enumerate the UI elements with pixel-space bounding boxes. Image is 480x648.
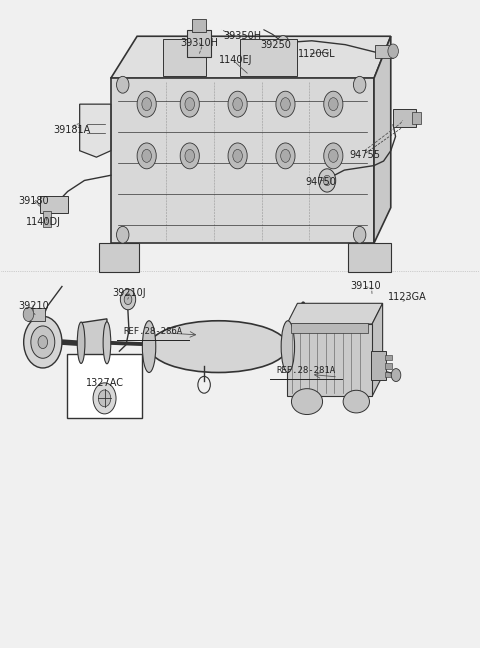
Circle shape bbox=[233, 98, 242, 111]
Text: REF.28-281A: REF.28-281A bbox=[276, 366, 336, 375]
Circle shape bbox=[98, 390, 111, 407]
Text: 94750: 94750 bbox=[305, 177, 336, 187]
Circle shape bbox=[23, 307, 34, 321]
Text: 39180: 39180 bbox=[18, 196, 48, 206]
Circle shape bbox=[328, 150, 338, 163]
Text: 39310H: 39310H bbox=[180, 38, 218, 48]
Text: 39181A: 39181A bbox=[53, 125, 90, 135]
Text: 1140DJ: 1140DJ bbox=[26, 217, 61, 227]
Bar bbox=[43, 211, 51, 227]
Polygon shape bbox=[372, 303, 383, 397]
Circle shape bbox=[388, 44, 398, 58]
Circle shape bbox=[281, 150, 290, 163]
Polygon shape bbox=[80, 104, 111, 157]
Bar bbox=[240, 39, 298, 76]
Bar bbox=[371, 351, 386, 380]
Polygon shape bbox=[111, 78, 374, 243]
Circle shape bbox=[31, 326, 55, 358]
Polygon shape bbox=[374, 36, 391, 243]
Circle shape bbox=[276, 143, 295, 169]
Circle shape bbox=[180, 143, 199, 169]
Circle shape bbox=[120, 289, 136, 310]
Polygon shape bbox=[111, 36, 391, 78]
Circle shape bbox=[281, 98, 290, 111]
Circle shape bbox=[328, 98, 338, 111]
Text: 1140EJ: 1140EJ bbox=[218, 55, 252, 65]
Circle shape bbox=[137, 91, 156, 117]
Bar bbox=[384, 364, 392, 369]
Text: REF.28-286A: REF.28-286A bbox=[123, 327, 182, 336]
Bar bbox=[384, 372, 392, 377]
Bar bbox=[348, 243, 391, 272]
Circle shape bbox=[117, 76, 129, 93]
Text: 1327AC: 1327AC bbox=[86, 378, 124, 389]
Text: 39210: 39210 bbox=[18, 301, 48, 311]
Circle shape bbox=[324, 91, 343, 117]
Circle shape bbox=[228, 143, 247, 169]
Text: 39350H: 39350H bbox=[223, 31, 262, 41]
Circle shape bbox=[142, 98, 152, 111]
Circle shape bbox=[276, 91, 295, 117]
Bar bbox=[192, 19, 205, 32]
Text: 94755: 94755 bbox=[349, 150, 380, 159]
Circle shape bbox=[353, 226, 366, 243]
Bar bbox=[67, 354, 143, 418]
Text: 39210J: 39210J bbox=[112, 288, 146, 298]
Circle shape bbox=[319, 169, 336, 192]
Bar bbox=[412, 112, 421, 124]
Circle shape bbox=[228, 91, 247, 117]
Ellipse shape bbox=[77, 322, 85, 364]
Ellipse shape bbox=[291, 389, 323, 415]
Circle shape bbox=[93, 383, 116, 414]
Circle shape bbox=[324, 143, 343, 169]
Bar bbox=[287, 324, 372, 397]
Polygon shape bbox=[81, 319, 107, 365]
Circle shape bbox=[353, 76, 366, 93]
Circle shape bbox=[323, 175, 331, 185]
Circle shape bbox=[391, 369, 401, 382]
Text: 1120GL: 1120GL bbox=[298, 49, 336, 59]
Text: 1123GA: 1123GA bbox=[388, 292, 427, 302]
Bar bbox=[163, 39, 206, 76]
Bar bbox=[28, 308, 45, 321]
Ellipse shape bbox=[143, 321, 156, 373]
Text: 39250: 39250 bbox=[261, 40, 291, 50]
Circle shape bbox=[180, 91, 199, 117]
Circle shape bbox=[142, 150, 152, 163]
Bar bbox=[375, 45, 393, 58]
Circle shape bbox=[117, 226, 129, 243]
Ellipse shape bbox=[281, 321, 295, 373]
Circle shape bbox=[185, 150, 194, 163]
Circle shape bbox=[38, 336, 48, 349]
Bar bbox=[99, 243, 140, 272]
Bar bbox=[187, 30, 211, 57]
Circle shape bbox=[277, 36, 289, 52]
Ellipse shape bbox=[343, 390, 370, 413]
Bar bbox=[291, 323, 368, 333]
Ellipse shape bbox=[103, 322, 111, 364]
Bar bbox=[384, 355, 392, 360]
Ellipse shape bbox=[149, 321, 288, 373]
Bar bbox=[40, 196, 68, 213]
Circle shape bbox=[233, 150, 242, 163]
Text: 39110: 39110 bbox=[350, 281, 381, 292]
Circle shape bbox=[185, 98, 194, 111]
Bar bbox=[393, 109, 416, 127]
Circle shape bbox=[137, 143, 156, 169]
Polygon shape bbox=[287, 303, 383, 324]
Circle shape bbox=[24, 316, 62, 368]
Circle shape bbox=[124, 294, 132, 305]
